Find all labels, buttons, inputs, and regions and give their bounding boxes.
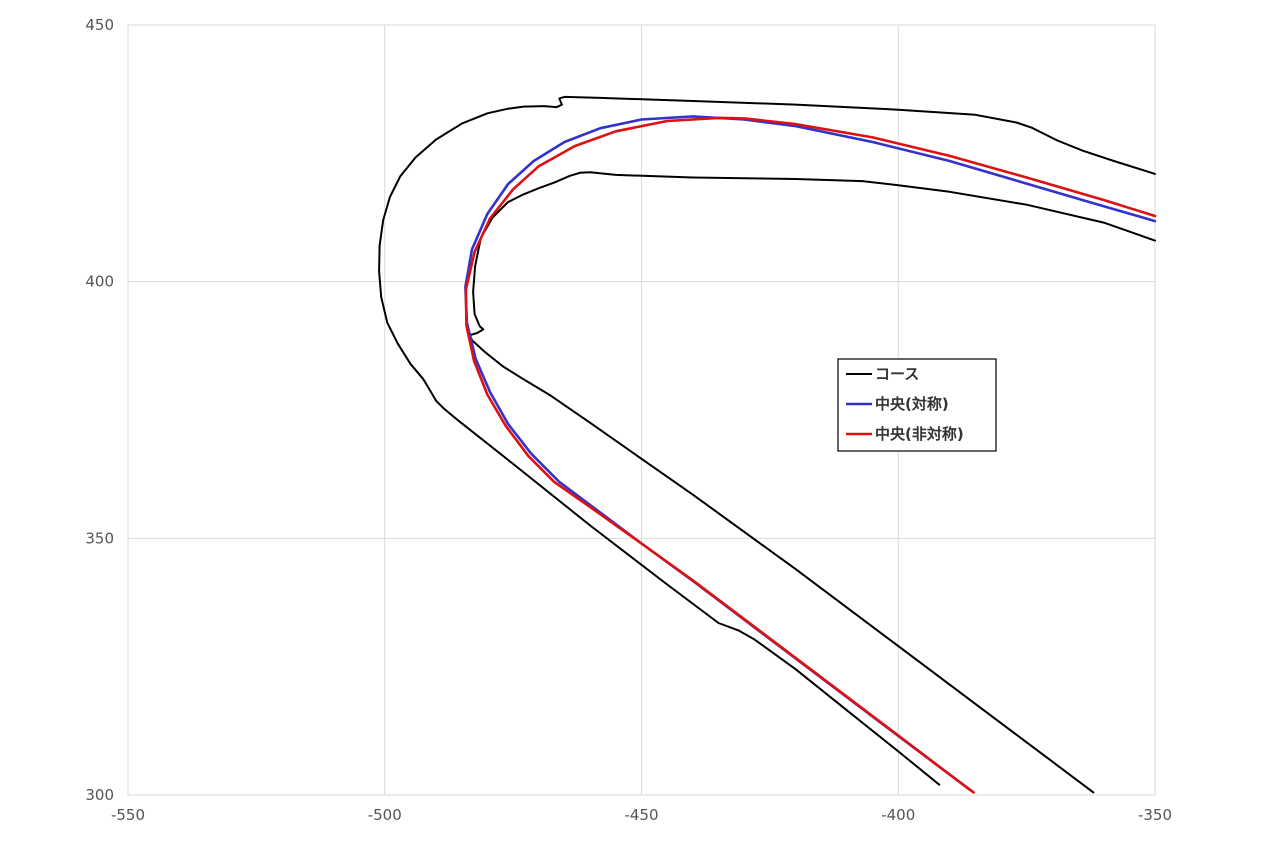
series-line-0-part-1 bbox=[469, 171, 1156, 794]
y-tick-label: 300 bbox=[85, 786, 114, 804]
y-tick-label: 350 bbox=[85, 529, 114, 547]
series-lines bbox=[378, 95, 1157, 794]
plot-border bbox=[127, 24, 1156, 796]
legend-label: コース bbox=[875, 365, 919, 383]
x-tick-label: -450 bbox=[624, 806, 658, 824]
y-tick-label: 400 bbox=[85, 273, 114, 291]
gridlines bbox=[127, 24, 1156, 796]
y-tick-label: 450 bbox=[85, 16, 114, 34]
x-axis-ticks: -550 -500 -450 -400 -350 bbox=[111, 806, 1172, 824]
legend-label: 中央(対称) bbox=[875, 395, 949, 413]
x-tick-label: -400 bbox=[881, 806, 915, 824]
x-tick-label: -550 bbox=[111, 806, 145, 824]
x-tick-label: -500 bbox=[368, 806, 402, 824]
x-tick-label: -350 bbox=[1138, 806, 1172, 824]
series-line-1 bbox=[464, 115, 1157, 792]
series-line-0-part-0 bbox=[378, 95, 1156, 786]
series-line-2 bbox=[464, 116, 1157, 794]
y-axis-ticks: 450 400 350 300 bbox=[85, 16, 114, 804]
legend-label: 中央(非対称) bbox=[875, 425, 964, 443]
